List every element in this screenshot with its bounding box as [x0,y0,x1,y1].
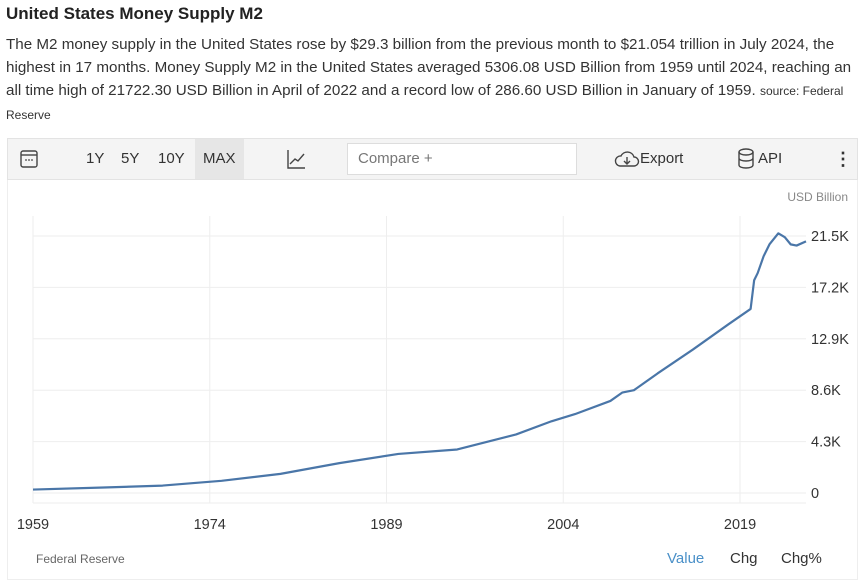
description: The M2 money supply in the United States… [6,33,864,127]
y-tick-label: 21.5K [811,229,849,245]
x-tick-label: 1959 [17,517,49,533]
y-tick-label: 0 [811,486,819,502]
description-text: The M2 money supply in the United States… [6,36,852,99]
unit-label: USD Billion [787,190,848,204]
database-icon [738,148,754,169]
export-label: Export [640,150,684,167]
export-button[interactable]: Export [614,139,683,179]
calendar-icon[interactable] [20,139,38,179]
range-max[interactable]: MAX [195,139,244,179]
footer-source: Federal Reserve [36,552,125,566]
series-line-m2 [32,232,807,491]
y-tick-label: 4.3K [811,435,841,451]
api-button[interactable]: API [736,139,782,179]
range-1y[interactable]: 1Y [86,150,105,167]
tab-chg-percent[interactable]: Chg% [781,550,822,567]
y-tick-label: 17.2K [811,280,849,296]
y-tick-label: 8.6K [811,383,841,399]
x-tick-label: 2019 [724,517,756,533]
x-tick-label: 1989 [370,517,402,533]
source-label: source: Federal Reserve [6,84,844,122]
tab-value[interactable]: Value [667,550,705,567]
range-5y[interactable]: 5Y [121,150,140,167]
chart-toolbar: 1Y 5Y 10Y MAX Compare + Export API ⋮ [7,138,858,180]
line-chart: USD Billion 0 4.3K 8.6K 12.9K 17.2K 21.5K 1959 1… [17,190,849,533]
api-label: API [758,150,783,167]
compare-input[interactable]: Compare + [347,143,577,175]
range-10y[interactable]: 10Y [158,150,185,167]
more-options-icon[interactable]: ⋮ [834,149,852,169]
tab-chg[interactable]: Chg [730,550,758,567]
page-title: United States Money Supply M2 [6,4,263,23]
chart-type-icon[interactable] [286,139,306,179]
x-tick-label: 1974 [194,517,226,533]
cloud-download-icon [614,151,640,167]
y-tick-label: 12.9K [811,332,849,348]
chart-panel: USD Billion 0 4.3K 8.6K 12.9K 17.2K 21.5K 1959 1… [7,180,858,580]
x-tick-label: 2004 [547,517,579,533]
